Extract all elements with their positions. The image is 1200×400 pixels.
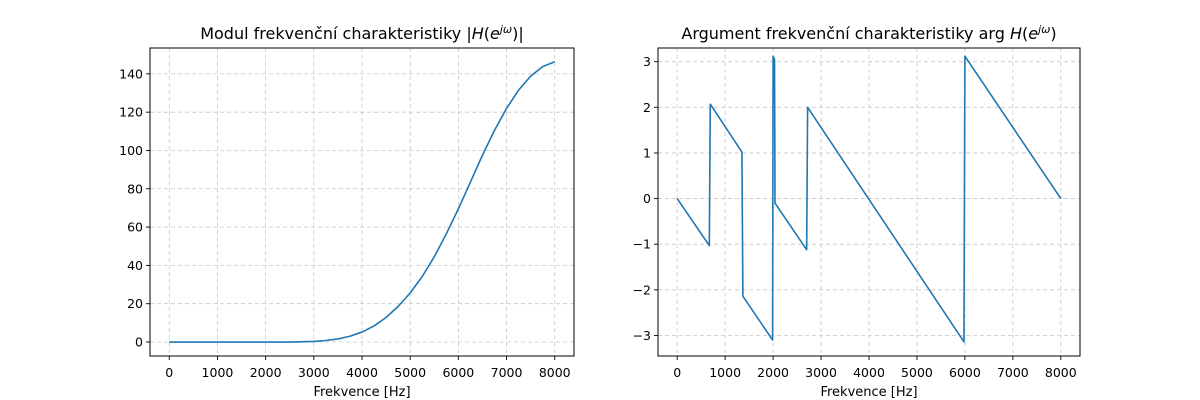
chart-phase: 0 1000 2000 3000 4000 5000 6000 7000 8000 −3 −2 −1 0… bbox=[633, 23, 1081, 400]
x-tick-label-5: 5000 bbox=[901, 365, 933, 380]
x-tick-label-4: 4000 bbox=[346, 365, 378, 380]
y-tick-label-3: 0 bbox=[643, 191, 651, 206]
x-axis-label: Frekvence [Hz] bbox=[820, 385, 917, 400]
y-tick-label-6: 120 bbox=[119, 105, 143, 120]
x-tick-label-3: 3000 bbox=[805, 365, 837, 380]
y-tick-label-7: 140 bbox=[119, 66, 143, 81]
x-tick-label-7: 7000 bbox=[491, 365, 523, 380]
chart-title: Argument frekvenční charakteristiky arg … bbox=[681, 23, 1056, 43]
y-tick-label-2: 40 bbox=[127, 258, 143, 273]
x-tick-label-0: 0 bbox=[165, 365, 173, 380]
series-line-0 bbox=[169, 61, 556, 343]
y-tick-label-4: 1 bbox=[643, 145, 651, 160]
x-tick-label-7: 7000 bbox=[997, 365, 1029, 380]
x-tick-label-2: 2000 bbox=[757, 365, 789, 380]
x-tick-label-4: 4000 bbox=[853, 365, 885, 380]
x-tick-label-5: 5000 bbox=[394, 365, 426, 380]
x-tick-label-1: 1000 bbox=[709, 365, 741, 380]
x-tick-label-6: 6000 bbox=[949, 365, 981, 380]
chart-title: Modul frekvenční charakteristiky |H(ejω)… bbox=[200, 23, 524, 43]
y-tick-label-5: 2 bbox=[643, 100, 651, 115]
x-tick-label-6: 6000 bbox=[442, 365, 474, 380]
chart-magnitude: 0 1000 2000 3000 4000 5000 6000 7000 8000 0 20 40 60… bbox=[119, 23, 575, 400]
y-tick-label-4: 80 bbox=[127, 181, 143, 196]
y-tick-label-0: 0 bbox=[135, 335, 143, 350]
y-tick-label-6: 3 bbox=[643, 54, 651, 69]
x-tick-label-8: 8000 bbox=[539, 365, 571, 380]
y-tick-label-1: −2 bbox=[633, 282, 651, 297]
y-tick-label-0: −3 bbox=[633, 328, 651, 343]
y-tick-label-1: 20 bbox=[127, 296, 143, 311]
x-tick-label-0: 0 bbox=[673, 365, 681, 380]
series-line-0 bbox=[676, 55, 1062, 343]
y-tick-label-2: −1 bbox=[633, 237, 651, 252]
x-axis-label: Frekvence [Hz] bbox=[313, 385, 410, 400]
x-tick-label-3: 3000 bbox=[298, 365, 330, 380]
x-tick-label-2: 2000 bbox=[250, 365, 282, 380]
x-tick-label-1: 1000 bbox=[202, 365, 234, 380]
x-tick-label-8: 8000 bbox=[1045, 365, 1077, 380]
y-tick-label-3: 60 bbox=[127, 220, 143, 235]
y-tick-label-5: 100 bbox=[119, 143, 143, 158]
